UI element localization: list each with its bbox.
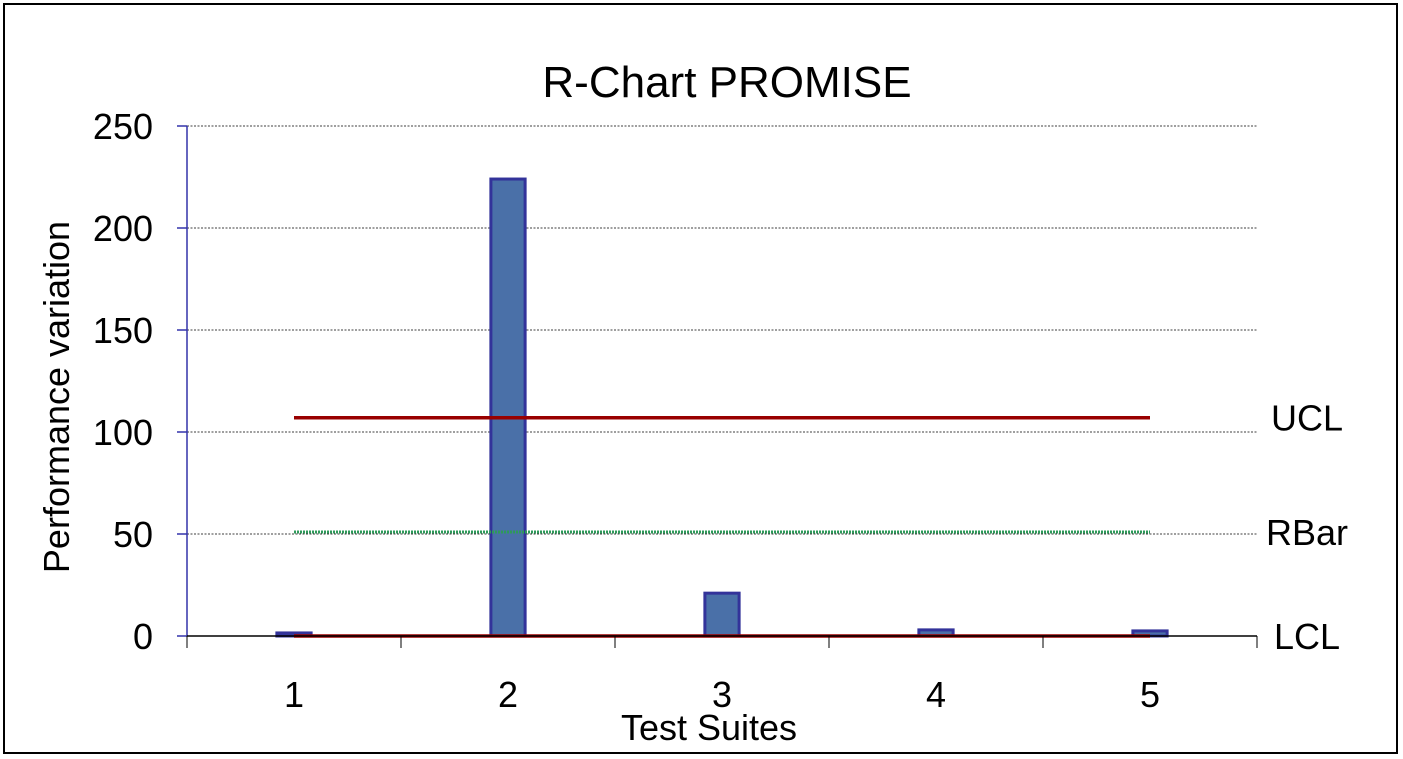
x-axis-label: Test Suites (621, 707, 797, 748)
chart-frame: R-Chart PROMISE Performance variation Te… (3, 3, 1398, 754)
y-axis-label: Performance variation (36, 221, 77, 573)
x-tick-label-5: 5 (1140, 674, 1160, 715)
y-tick-label-100: 100 (93, 412, 153, 453)
bar-2 (489, 177, 527, 638)
x-tick-label-3: 3 (712, 674, 732, 715)
chart-title: R-Chart PROMISE (542, 58, 911, 107)
gridlines (187, 125, 1257, 535)
control-label-lcl: LCL (1274, 616, 1340, 657)
bar-series (275, 177, 1169, 638)
control-label-ucl: UCL (1271, 398, 1343, 439)
r-chart: R-Chart PROMISE Performance variation Te… (36, 58, 1348, 748)
y-tick-label-150: 150 (93, 310, 153, 351)
axes (177, 125, 1258, 648)
x-tick-label-4: 4 (926, 674, 946, 715)
tick-labels: UCL RBar LCL 0 50 100 150 200 250 1 2 3 4 5 (93, 106, 1348, 715)
bar-3 (703, 591, 741, 638)
y-tick-label-50: 50 (113, 514, 153, 555)
y-tick-label-250: 250 (93, 106, 153, 147)
control-label-rbar: RBar (1266, 512, 1348, 553)
y-tick-label-0: 0 (133, 616, 153, 657)
x-tick-label-1: 1 (284, 674, 304, 715)
y-tick-label-200: 200 (93, 208, 153, 249)
x-tick-label-2: 2 (498, 674, 518, 715)
